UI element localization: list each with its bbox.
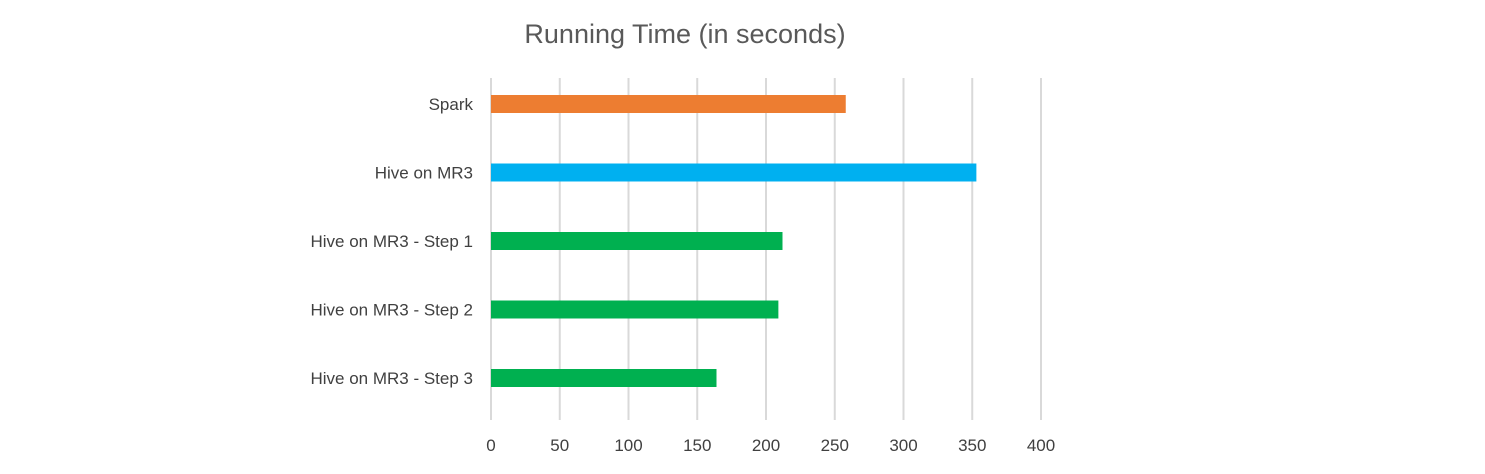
category-label: Hive on MR3 - Step 2 (310, 301, 473, 320)
category-label: Spark (429, 95, 474, 114)
bar-hive-on-mr3-step-3 (491, 369, 717, 387)
bar-hive-on-mr3-step-1 (491, 232, 783, 250)
x-tick-label-50: 50 (550, 436, 569, 455)
category-labels: Spark Hive on MR3 Hive on MR3 - Step 1 Hive… (310, 95, 473, 388)
category-label: Hive on MR3 (375, 164, 473, 183)
x-tick-label-100: 100 (614, 436, 642, 455)
x-tick-label-0: 0 (486, 436, 495, 455)
bar-hive-on-mr3 (491, 163, 977, 182)
bar-hive-on-mr3-step-2 (491, 300, 779, 319)
bars (491, 95, 977, 387)
category-label: Hive on MR3 - Step 1 (310, 232, 473, 251)
chart-title: Running Time (in seconds) (524, 19, 845, 49)
x-tick-label-400: 400 (1027, 436, 1055, 455)
x-tick-label-350: 350 (958, 436, 986, 455)
bar-spark (491, 95, 846, 113)
x-tick-label-150: 150 (683, 436, 711, 455)
x-tick-label-300: 300 (889, 436, 917, 455)
x-tick-label-200: 200 (752, 436, 780, 455)
x-axis-tick-labels: 0 50 100 150 200 250 300 350 400 (486, 436, 1055, 455)
category-label: Hive on MR3 - Step 3 (310, 369, 473, 388)
x-tick-label-250: 250 (821, 436, 849, 455)
